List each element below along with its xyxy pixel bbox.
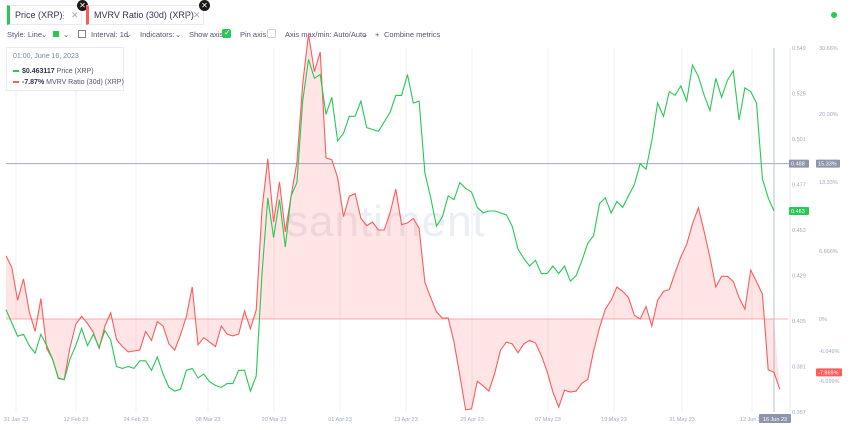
mvrv-current-badge-bg: [816, 368, 842, 377]
crosshair-tooltip: 01:00, June 16, 2023 $0.463117 Price (XR…: [6, 47, 124, 91]
x-tick-label: 13 Apr 23: [394, 417, 418, 423]
show-axis-checkbox[interactable]: [222, 28, 231, 38]
tab-mvrv-close-icon[interactable]: ✕: [199, 0, 210, 11]
combine-metrics-button[interactable]: Combine metrics: [384, 30, 441, 39]
mvrv-tick-label: 13.33%: [819, 180, 838, 186]
chevron-down-icon[interactable]: ⌄: [362, 30, 369, 39]
x-tick-label: 01 Apr 23: [328, 417, 352, 423]
price-reference-badge: 0.488: [791, 162, 805, 168]
tab-price-hide-icon[interactable]: ✕: [71, 10, 79, 20]
chart-grid: [6, 48, 790, 412]
tooltip-date: 01:00, June 16, 2023: [13, 53, 79, 60]
tooltip-mvrv-value: -7.87%: [22, 79, 45, 86]
mvrv-reference-badge: 15.33%: [818, 162, 837, 168]
tooltip-mvrv-label: MVRV Ratio (30d) (XRP): [46, 79, 124, 86]
mvrv-tick-label: 20.00%: [819, 112, 838, 118]
tab-mvrv-label: MVRV Ratio (30d) (XRP): [94, 10, 194, 20]
mvrv-tick-label: 6.666%: [819, 249, 838, 255]
tab-price-close-icon[interactable]: ✕: [77, 0, 88, 11]
pin-axis-label: Pin axis: [240, 30, 267, 39]
price-tick-label: 0.405: [792, 319, 806, 325]
x-tick-label: 24 Feb 23: [124, 417, 149, 423]
status-dot-icon: [831, 12, 837, 18]
metric-tabs: Price (XRP) ⋮ ✕ ✕ MVRV Ratio (30d) (XRP)…: [0, 0, 850, 30]
x-current-label: 16 Jun 23: [763, 417, 787, 423]
price-tick-label: 0.525: [792, 92, 806, 98]
price-series-line: [5, 59, 775, 393]
price-tick-label: 0.549: [792, 46, 806, 52]
tooltip-mvrv-row: -7.87% MVRV Ratio (30d) (XRP): [13, 79, 124, 86]
show-axis-label: Show axis: [189, 30, 224, 39]
price-tick-label: 0.381: [792, 365, 806, 371]
x-tick-label: 12 Feb 23: [64, 417, 89, 423]
mvrv-tick-label: -6.049%: [819, 349, 840, 355]
tooltip-price-label: Price (XRP): [56, 68, 94, 75]
plus-icon[interactable]: +: [375, 30, 380, 39]
indicators-selector[interactable]: Indicators:: [140, 30, 175, 39]
price-legend-icon: [13, 70, 19, 73]
price-reference-badge-bg: [789, 159, 809, 168]
price-tick-label: 0.477: [792, 183, 806, 189]
chevron-down-icon[interactable]: ⌄: [41, 30, 48, 39]
tab-mvrv-xrp[interactable]: MVRV Ratio (30d) (XRP) ⋮ ✕ ✕: [86, 0, 210, 25]
tab-price-menu-icon[interactable]: ⋮: [59, 10, 68, 20]
color-swatch-icon[interactable]: [53, 31, 59, 37]
mvrv-tick-label: -6.099%: [819, 379, 840, 385]
style-selector[interactable]: Style: Line: [7, 30, 43, 39]
mvrv-reference-badge-bg: [816, 159, 840, 168]
x-tick-label: 31 May 23: [669, 417, 695, 423]
santiment-watermark: santiment: [286, 197, 486, 246]
price-tick-label: 0.501: [792, 137, 806, 143]
tooltip-price-row: $0.463117 Price (XRP): [13, 68, 94, 75]
calendar-icon[interactable]: [78, 30, 86, 38]
mvrv-series-line: [5, 34, 781, 411]
x-tick-label: 08 Mar 23: [196, 417, 221, 423]
x-tick-label: 31 Jan 23: [4, 417, 28, 423]
tab-mvrv-menu-icon[interactable]: ⋮: [182, 10, 191, 20]
chevron-down-icon[interactable]: ⌄: [175, 30, 182, 39]
tab-price-xrp[interactable]: Price (XRP) ⋮ ✕ ✕: [7, 0, 88, 25]
price-current-badge-bg: [789, 207, 809, 216]
price-tick-label: 0.453: [792, 228, 806, 234]
chart-toolbar: Style: Line ⌄ ⌄ Interval: 1d ⌄ Indicator…: [0, 28, 850, 42]
chevron-down-icon[interactable]: ⌄: [63, 30, 70, 39]
x-tick-label: 07 May 23: [535, 417, 561, 423]
mvrv-area-fill: [6, 34, 780, 410]
x-tick-label: 25 Apr 23: [460, 417, 484, 423]
x-tick-label: 12 Jun 23: [740, 417, 764, 423]
price-current-badge: 0.463: [791, 209, 805, 215]
pin-axis-checkbox[interactable]: [267, 29, 276, 38]
mvrv-current-badge: -7.869%: [818, 370, 839, 376]
mvrv-legend-icon: [13, 81, 19, 84]
x-current-badge-bg: [759, 414, 791, 423]
tab-price-label: Price (XRP): [15, 10, 63, 20]
tab-mvrv-hide-icon[interactable]: ✕: [193, 10, 201, 20]
x-tick-label: 19 May 23: [601, 417, 627, 423]
price-tick-label: 0.357: [792, 410, 806, 416]
axis-maxmin-selector[interactable]: Axis max/min: Auto/Auto: [285, 30, 367, 39]
chevron-down-icon[interactable]: ⌄: [125, 30, 132, 39]
tooltip-price-value: $0.463117: [22, 68, 55, 75]
mvrv-tick-label: 0%: [819, 317, 827, 323]
mvrv-tick-label: 30.66%: [819, 46, 838, 52]
interval-selector[interactable]: Interval: 1d: [91, 30, 129, 39]
price-tick-label: 0.429: [792, 274, 806, 280]
x-tick-label: 20 Mar 23: [262, 417, 287, 423]
